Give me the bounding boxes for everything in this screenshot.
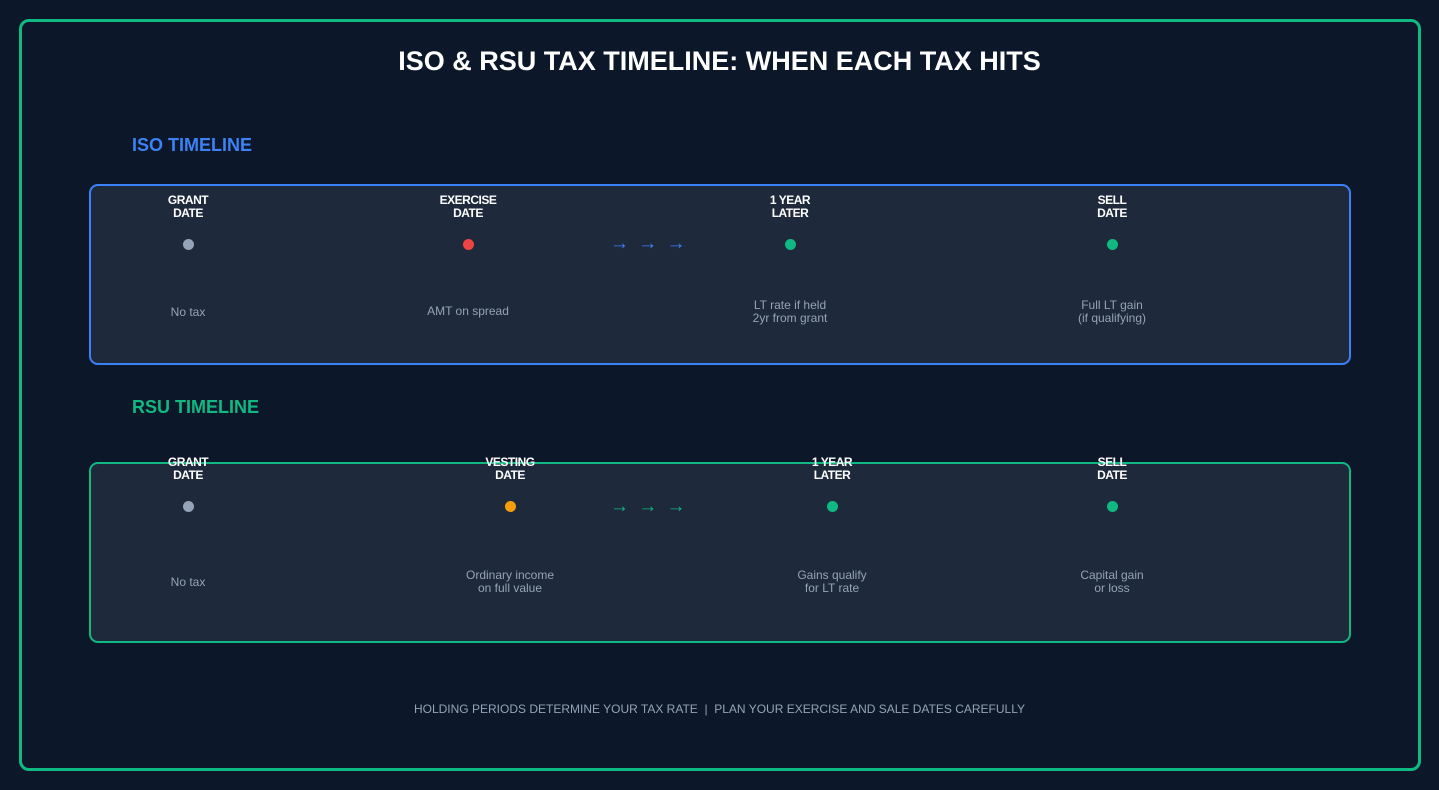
rsu-node-grant-label: GRANT DATE (167, 455, 209, 482)
iso-node-exercise-label: EXERCISE DATE (439, 193, 497, 220)
rsu-node-sell: SELL DATE (1022, 456, 1202, 482)
iso-sell-desc: Full LT gain (if qualifying) (1077, 298, 1147, 325)
iso-exercise-dot (462, 239, 474, 250)
rsu-node-vesting-label: VESTING DATE (485, 455, 535, 482)
iso-section-label: ISO TIMELINE (132, 135, 253, 155)
rsu-grant-dot (182, 501, 194, 512)
rsu-arrows: → → → (610, 496, 688, 517)
iso-node-sell-label: SELL DATE (1097, 193, 1127, 220)
iso-grant-desc: No tax (170, 305, 206, 319)
rsu-vesting-dot (504, 501, 516, 512)
page-title: ISO & RSU TAX TIMELINE: WHEN EACH TAX HI… (398, 46, 1041, 76)
iso-arrows: → → → (610, 233, 688, 254)
rsu-one-year-dot (826, 501, 838, 512)
rsu-node-sell-label: SELL DATE (1097, 455, 1127, 482)
iso-one-year-dot (784, 239, 796, 250)
rsu-grant-desc: No tax (170, 575, 206, 589)
iso-node-one-year-label: 1 YEAR LATER (769, 193, 811, 220)
iso-node-exercise: EXERCISE DATE (378, 194, 558, 220)
iso-one-year-desc: LT rate if held 2yr from grant (752, 298, 828, 325)
outer-frame (19, 19, 1421, 771)
iso-node-sell: SELL DATE (1022, 194, 1202, 220)
iso-exercise-desc: AMT on spread (427, 304, 509, 318)
rsu-node-one-year-label: 1 YEAR LATER (811, 455, 853, 482)
iso-node-grant-label: GRANT DATE (167, 193, 209, 220)
footer-note: HOLDING PERIODS DETERMINE YOUR TAX RATE … (413, 702, 1026, 716)
rsu-node-vesting: VESTING DATE (420, 456, 600, 482)
iso-node-grant: GRANT DATE (98, 194, 278, 220)
rsu-sell-dot (1106, 501, 1118, 512)
iso-node-one-year: 1 YEAR LATER (700, 194, 880, 220)
rsu-vesting-desc: Ordinary income on full value (465, 568, 555, 595)
iso-timeline-panel (89, 184, 1351, 365)
rsu-sell-desc: Capital gain or loss (1080, 568, 1144, 595)
rsu-one-year-desc: Gains qualify for LT rate (797, 568, 867, 595)
iso-sell-dot (1106, 239, 1118, 250)
rsu-section-label: RSU TIMELINE (132, 397, 260, 417)
rsu-node-one-year: 1 YEAR LATER (742, 456, 922, 482)
rsu-timeline-panel (89, 462, 1351, 643)
iso-grant-dot (182, 239, 194, 250)
rsu-node-grant: GRANT DATE (98, 456, 278, 482)
